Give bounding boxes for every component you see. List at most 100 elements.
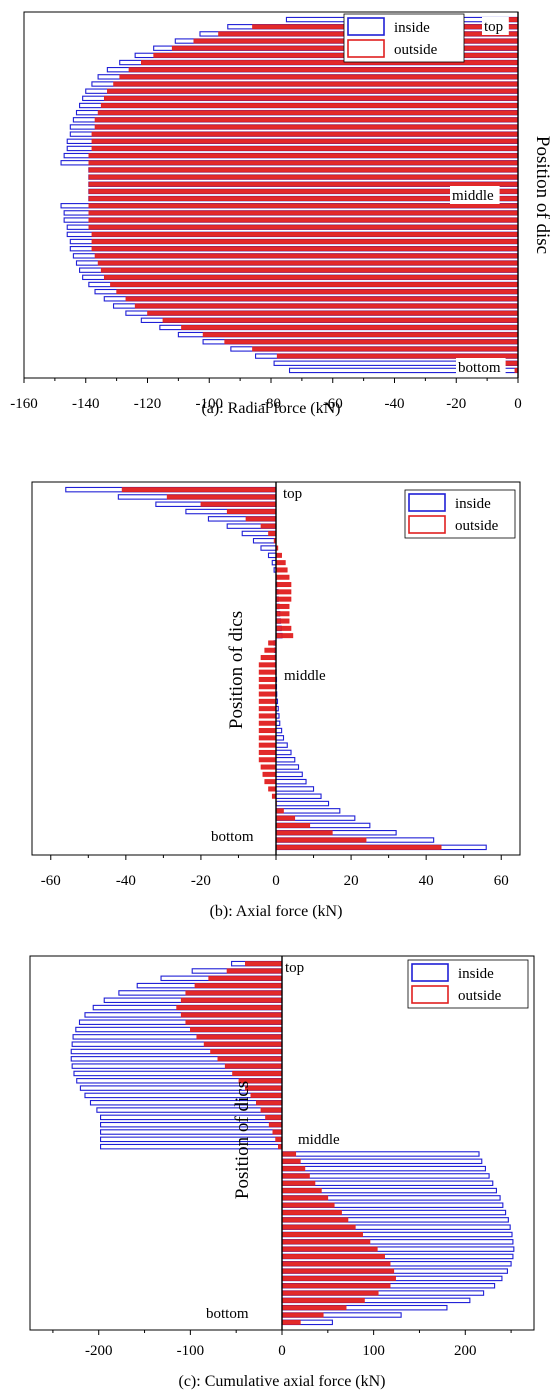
bar-inside bbox=[275, 778, 307, 785]
bar-outside bbox=[281, 1239, 371, 1245]
bar-outside bbox=[268, 786, 277, 792]
bar-outside bbox=[258, 749, 277, 755]
bar-outside bbox=[185, 990, 283, 996]
bar-outside bbox=[275, 633, 294, 639]
annotation-top: top bbox=[285, 960, 304, 976]
bar-outside bbox=[275, 837, 367, 843]
bar-outside bbox=[268, 530, 277, 536]
bar-outside bbox=[275, 625, 292, 631]
legend-swatch-outside bbox=[411, 985, 449, 1004]
bar-outside bbox=[91, 138, 519, 144]
bar-inside bbox=[100, 1114, 283, 1121]
bar-outside bbox=[94, 124, 519, 130]
bar-outside bbox=[258, 757, 277, 763]
bar-outside bbox=[281, 1217, 349, 1223]
bar-inside bbox=[260, 545, 277, 551]
bar-outside bbox=[94, 253, 519, 259]
bar-outside bbox=[275, 611, 290, 617]
bar-outside bbox=[275, 567, 288, 573]
legend: inside outside bbox=[343, 13, 465, 63]
bar-outside bbox=[256, 1100, 283, 1106]
bar-outside bbox=[97, 260, 519, 266]
bar-outside bbox=[258, 735, 277, 741]
bar-outside bbox=[224, 1063, 283, 1069]
legend-swatch-inside bbox=[411, 963, 449, 982]
x-axis-caption: (a): Radial force (kN) bbox=[201, 400, 340, 417]
bar-inside bbox=[252, 538, 277, 544]
annotation-middle: middle bbox=[452, 188, 494, 204]
bar-outside bbox=[276, 353, 519, 359]
bar-outside bbox=[116, 289, 519, 295]
legend-swatch-outside bbox=[408, 515, 446, 534]
x-tick-label: 0 bbox=[272, 873, 280, 889]
x-tick-label: -100 bbox=[177, 1343, 205, 1359]
annotation-bg bbox=[281, 484, 308, 502]
bar-inside bbox=[281, 1151, 480, 1157]
bar-outside bbox=[275, 1136, 283, 1142]
bar-outside bbox=[180, 1012, 283, 1018]
x-tick-label: -200 bbox=[85, 1343, 113, 1359]
bar-outside bbox=[258, 669, 277, 675]
annotation-middle: middle bbox=[298, 1132, 340, 1148]
bar-outside bbox=[245, 961, 283, 967]
bar-outside bbox=[258, 691, 277, 697]
x-tick-label: -120 bbox=[134, 396, 162, 412]
bar-outside bbox=[281, 1290, 379, 1296]
bar-inside bbox=[275, 727, 283, 734]
bar-outside bbox=[281, 1253, 385, 1259]
bar-inside bbox=[100, 1136, 283, 1143]
y-axis-label: Position of disc bbox=[532, 136, 550, 254]
bar-outside bbox=[224, 339, 519, 345]
bar-outside bbox=[281, 1195, 329, 1201]
bar-inside bbox=[100, 1143, 283, 1150]
bar-inside bbox=[89, 1099, 283, 1106]
bar-outside bbox=[210, 1049, 283, 1054]
bar-outside bbox=[88, 217, 519, 223]
x-tick-label: -20 bbox=[191, 873, 211, 889]
chart-panel-2: -60 -40 -20 0 20 40 60 (b): Axial force (kN) Pos… bbox=[31, 481, 521, 920]
bar-outside bbox=[88, 153, 519, 159]
bar-outside bbox=[281, 1275, 396, 1281]
annotation-top: top bbox=[283, 486, 302, 502]
bar-outside bbox=[281, 1180, 316, 1186]
x-tick-label: 0 bbox=[278, 1343, 286, 1359]
bar-outside bbox=[166, 494, 277, 500]
x-tick-label: -20 bbox=[446, 396, 466, 412]
bar-outside bbox=[281, 1261, 391, 1267]
bar-inside bbox=[100, 1129, 283, 1135]
bar-outside bbox=[281, 1297, 365, 1303]
bar-outside bbox=[281, 1202, 335, 1208]
bar-outside bbox=[275, 830, 333, 836]
x-tick-label: -80 bbox=[261, 396, 281, 412]
bar-outside bbox=[262, 771, 277, 777]
bar-outside bbox=[91, 239, 519, 244]
x-tick-label: 60 bbox=[494, 873, 509, 889]
bar-inside bbox=[275, 742, 288, 748]
bar-outside bbox=[121, 487, 277, 493]
bar-outside bbox=[200, 501, 277, 507]
bar-outside bbox=[264, 779, 277, 785]
bar-inside bbox=[275, 800, 330, 807]
y-axis-label: Position of dics bbox=[226, 611, 247, 729]
bar-outside bbox=[119, 74, 519, 80]
bar-inside bbox=[281, 1173, 490, 1179]
bar-outside bbox=[281, 1151, 297, 1157]
bar-outside bbox=[88, 167, 519, 173]
bar-outside bbox=[194, 983, 283, 989]
bar-outside bbox=[94, 117, 519, 123]
x-tick-label: 20 bbox=[344, 873, 359, 889]
bar-outside bbox=[88, 160, 519, 166]
bar-outside bbox=[281, 1312, 324, 1318]
bar-outside bbox=[260, 655, 277, 661]
bar-outside bbox=[203, 1041, 283, 1047]
bar-outside bbox=[196, 1034, 283, 1040]
bar-outside bbox=[88, 210, 519, 216]
x-tick-label: -40 bbox=[116, 873, 136, 889]
bar-outside bbox=[281, 1210, 342, 1216]
bar-outside bbox=[258, 720, 277, 726]
annotation-bg bbox=[296, 1130, 346, 1148]
annotation-middle: middle bbox=[284, 668, 326, 684]
bar-outside bbox=[185, 1019, 283, 1025]
bar-outside bbox=[88, 224, 519, 230]
bar-outside bbox=[268, 1122, 283, 1128]
